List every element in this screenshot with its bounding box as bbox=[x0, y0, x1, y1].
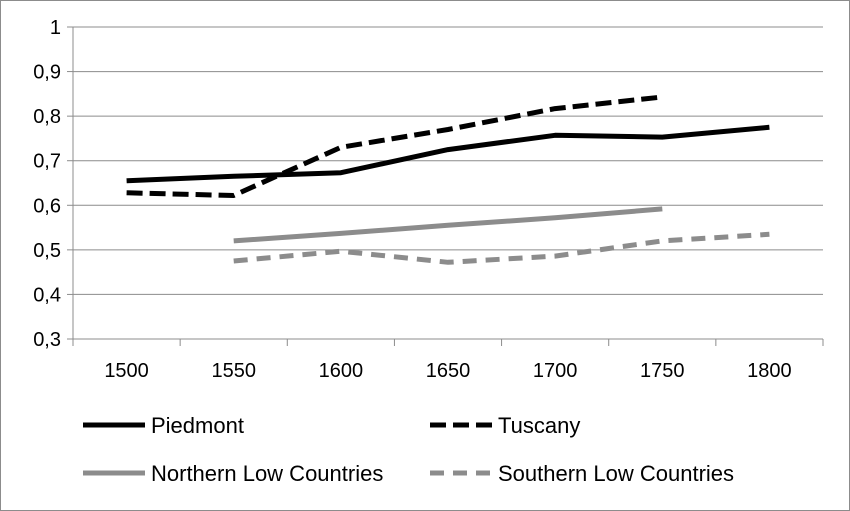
series-line-tuscany bbox=[126, 94, 663, 198]
x-tick-label: 1500 bbox=[104, 360, 149, 382]
y-tick-label: 0,8 bbox=[33, 106, 61, 128]
y-tick-label: 1 bbox=[50, 17, 61, 39]
legend-label: Tuscany bbox=[498, 413, 580, 438]
series-line-southern-low-countries bbox=[233, 231, 770, 265]
legend-label: Piedmont bbox=[151, 413, 244, 438]
y-tick-label: 0,4 bbox=[33, 284, 61, 306]
gridlines bbox=[73, 26, 823, 295]
series-line-piedmont bbox=[126, 124, 770, 184]
legend: Piedmont Tuscany Northern Low Countries Sou… bbox=[83, 413, 734, 486]
y-tick-label: 0,6 bbox=[33, 195, 61, 217]
series-lines bbox=[126, 94, 770, 265]
y-tick-label: 0,3 bbox=[33, 329, 61, 351]
y-tick-label: 0,7 bbox=[33, 151, 61, 173]
y-tick-label: 0,5 bbox=[33, 240, 61, 262]
x-tick-label: 1600 bbox=[319, 360, 364, 382]
y-axis-tick-labels: 0,3 0,4 0,5 0,6 0,7 0,8 0,9 1 bbox=[33, 17, 61, 351]
series-line-northern-low-countries bbox=[233, 206, 663, 244]
x-tick-label: 1550 bbox=[211, 360, 256, 382]
legend-label: Southern Low Countries bbox=[498, 461, 734, 486]
x-tick-label: 1650 bbox=[426, 360, 471, 382]
x-tick-label: 1800 bbox=[747, 360, 792, 382]
y-tick-label: 0,9 bbox=[33, 62, 61, 84]
legend-label: Northern Low Countries bbox=[151, 461, 383, 486]
x-tick-label: 1700 bbox=[533, 360, 578, 382]
axes bbox=[67, 26, 824, 346]
x-tick-label: 1750 bbox=[640, 360, 685, 382]
x-axis-tick-labels: 1500 1550 1600 1650 1700 1750 1800 bbox=[104, 360, 791, 382]
